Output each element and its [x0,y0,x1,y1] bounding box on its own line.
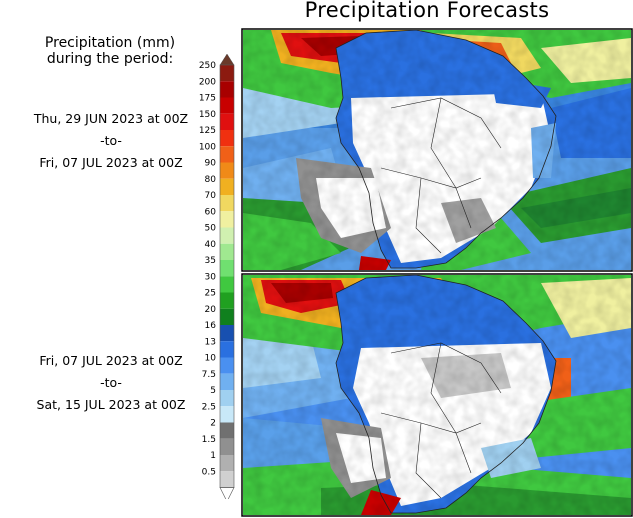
colorbar-swatches [219,53,235,499]
colorbar-tick-label: 2 [210,419,216,429]
colorbar-tick-label: 70 [205,191,217,201]
colorbar-tick-label: 25 [205,289,216,299]
colorbar-tick-label: 175 [199,94,216,104]
colorbar-swatch [220,260,234,277]
colorbar-tick-label: 40 [205,240,217,250]
colorbar-swatch [220,162,234,179]
colorbar-tick-label: 90 [205,159,217,169]
forecast-period-1: Thu, 29 JUN 2023 at 00Z -to- Fri, 07 JUL… [0,108,222,174]
colorbar-swatch [220,65,234,82]
colorbar-swatch [220,390,234,407]
precipitation-colorbar: 2502001751501251009080706050403530252016… [199,53,235,499]
colorbar-tick-label: 30 [205,272,217,282]
colorbar-swatch [220,227,234,244]
period-start: Thu, 29 JUN 2023 at 00Z [33,111,189,126]
period-end: Fri, 07 JUL 2023 at 00Z [39,155,183,170]
colorbar-swatch [220,211,234,228]
colorbar-swatch [220,243,234,260]
colorbar-swatch [220,178,234,195]
colorbar-tick-label: 50 [205,224,217,234]
legend-heading-line2: during the period: [46,51,174,67]
forecast-map-period-1 [241,28,633,272]
period-separator: -to- [100,133,122,148]
colorbar-tick-label: 60 [205,207,217,217]
colorbar-swatch [220,146,234,163]
period-start: Fri, 07 JUL 2023 at 00Z [39,353,183,368]
colorbar-tick-label: 20 [205,305,217,315]
colorbar-tick-label: 5 [210,386,216,396]
legend-heading-line1: Precipitation (mm) [44,35,176,51]
colorbar-tick-label: 16 [205,321,217,331]
colorbar-swatch [220,406,234,423]
colorbar-swatch [220,292,234,309]
colorbar-swatch [220,130,234,147]
colorbar-swatch [220,97,234,114]
colorbar-swatch [220,357,234,374]
colorbar-swatch [220,195,234,212]
colorbar-outline [219,64,235,488]
forecast-period-2: Fri, 07 JUL 2023 at 00Z -to- Sat, 15 JUL… [0,350,222,416]
colorbar-swatch [220,422,234,439]
colorbar-tick-label: 200 [199,77,216,87]
colorbar-tick-label: 13 [205,337,216,347]
forecast-maps [241,28,633,517]
period-end: Sat, 15 JUL 2023 at 00Z [36,397,186,412]
period-separator: -to- [100,375,122,390]
colorbar-swatch [220,308,234,325]
colorbar-swatch [220,113,234,130]
colorbar-over-range-swatch [219,53,235,66]
colorbar-tick-label: 100 [199,142,216,152]
colorbar-swatch [220,276,234,293]
colorbar-swatch [220,471,234,488]
colorbar-tick-label: 150 [199,110,216,120]
colorbar-swatch [220,455,234,472]
colorbar-tick-label: 80 [205,175,217,185]
legend-heading: Precipitation (mm) during the period: [20,35,200,67]
colorbar-tick-labels: 2502001751501251009080706050403530252016… [199,61,216,477]
colorbar-swatch [220,438,234,455]
colorbar-tick-label: 35 [205,256,216,266]
colorbar-swatch [220,81,234,98]
colorbar-tick-label: 0.5 [202,467,216,477]
colorbar-tick-label: 1.5 [202,435,216,445]
colorbar-swatch [220,373,234,390]
colorbar-tick-label: 7.5 [202,370,216,380]
colorbar-tick-label: 250 [199,61,216,71]
forecast-map-period-2 [241,273,633,517]
colorbar-tick-label: 10 [205,354,217,364]
colorbar-under-range-swatch [219,487,235,499]
colorbar-tick-label: 1 [210,451,216,461]
colorbar-tick-label: 125 [199,126,216,136]
colorbar-tick-label: 2.5 [202,402,216,412]
colorbar-swatch [220,325,234,342]
colorbar-swatch [220,341,234,358]
page-title: Precipitation Forecasts [304,0,550,22]
